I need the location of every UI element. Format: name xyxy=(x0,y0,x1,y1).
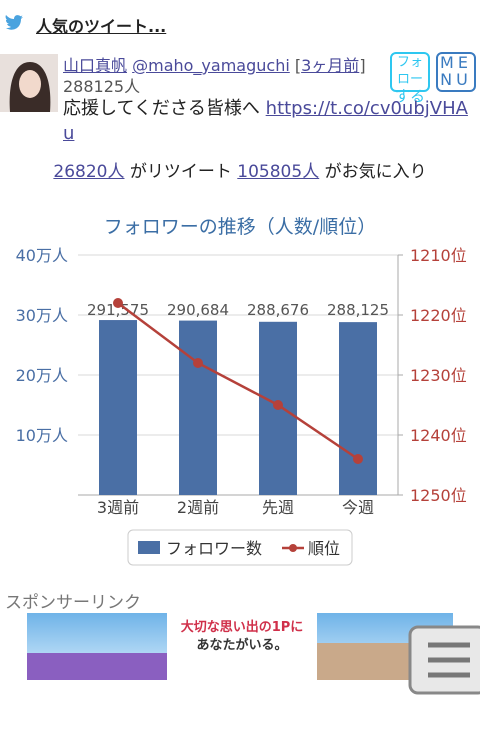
followers: 288125人 xyxy=(63,77,141,96)
tweet-stats: 26820人 がリツイート 105805人 がお気に入り xyxy=(0,157,480,182)
chart-title: フォロワーの推移（人数/順位） xyxy=(104,216,376,238)
tweet-text: 応援してくださる皆様へ https://t.co/cv0ubjVHAu xyxy=(63,96,478,146)
btn-text: NU xyxy=(440,70,472,89)
sponsor-label: スポンサーリンク xyxy=(5,593,141,613)
legend-label: 順位 xyxy=(308,539,340,558)
twitter-icon xyxy=(5,15,23,30)
legend-box xyxy=(127,529,353,566)
tweet-link[interactable]: https://t.co/cv0ubjVHAu xyxy=(63,98,468,144)
avatar[interactable] xyxy=(0,54,58,112)
legend-swatch xyxy=(138,541,160,554)
ad-text: 大切な思い出の1Pに xyxy=(181,619,304,635)
btn-text: ME xyxy=(440,53,472,72)
y2-tick-label: 1230位 xyxy=(410,366,467,385)
bar xyxy=(179,320,217,495)
line-point xyxy=(193,358,203,368)
bracket: ] xyxy=(359,56,366,75)
y-tick-label: 20万人 xyxy=(16,366,68,385)
ad-banner[interactable]: 大切な思い出の1Pに あなたがいる。 xyxy=(27,613,453,680)
x-tick-label: 先週 xyxy=(262,498,294,517)
line xyxy=(117,302,359,461)
tweet-meta: 山口真帆 @maho_yamaguchi [3ヶ月前] xyxy=(63,52,366,76)
page-title[interactable]: 人気のツイート... xyxy=(36,17,167,36)
legend-label: フォロワー数 xyxy=(166,539,262,558)
bar xyxy=(99,320,137,495)
x-tick-label: 2週前 xyxy=(177,498,219,517)
x-tick-label: 今週 xyxy=(342,498,374,517)
handle[interactable]: @maho_yamaguchi xyxy=(132,56,290,75)
bar xyxy=(339,322,377,495)
ad-text: あなたがいる。 xyxy=(196,637,287,653)
y2-tick-label: 1220位 xyxy=(410,306,467,325)
likes[interactable]: 105805人 xyxy=(237,162,320,182)
y-tick-label: 40万人 xyxy=(16,246,68,265)
x-tick-label: 3週前 xyxy=(97,498,139,517)
line-point xyxy=(353,454,363,464)
menu-button[interactable]: ME NU xyxy=(436,52,476,92)
label: がリツイート xyxy=(129,162,232,182)
floating-menu[interactable] xyxy=(408,625,480,695)
follow-button[interactable]: フォロー する xyxy=(390,52,430,105)
legend-dot xyxy=(289,544,297,552)
btn-text: フォロー xyxy=(396,55,423,87)
bracket: [ xyxy=(294,56,302,75)
y2-tick-label: 1210位 xyxy=(410,246,467,265)
btn-text: する xyxy=(394,87,425,105)
y-tick-label: 10万人 xyxy=(16,426,68,445)
y-tick-label: 30万人 xyxy=(16,306,68,325)
retweets[interactable]: 26820人 xyxy=(53,162,125,182)
value-label: 290,684 xyxy=(167,301,229,319)
text: 応援してくださる皆様へ xyxy=(63,98,260,119)
time[interactable]: 3ヶ月前 xyxy=(301,56,360,75)
label: がお気に入り xyxy=(324,162,427,182)
user-name[interactable]: 山口真帆 xyxy=(63,56,128,75)
y2-tick-label: 1240位 xyxy=(410,426,467,445)
value-label: 288,676 xyxy=(247,301,309,319)
chart: フォロワーの推移（人数/順位） 10万人 20万人 30万人 40万人 1210位 1220… xyxy=(16,216,467,566)
line-point xyxy=(113,298,123,308)
line-point xyxy=(273,400,283,410)
y2-tick-label: 1250位 xyxy=(410,486,467,505)
value-label: 288,125 xyxy=(327,301,389,319)
